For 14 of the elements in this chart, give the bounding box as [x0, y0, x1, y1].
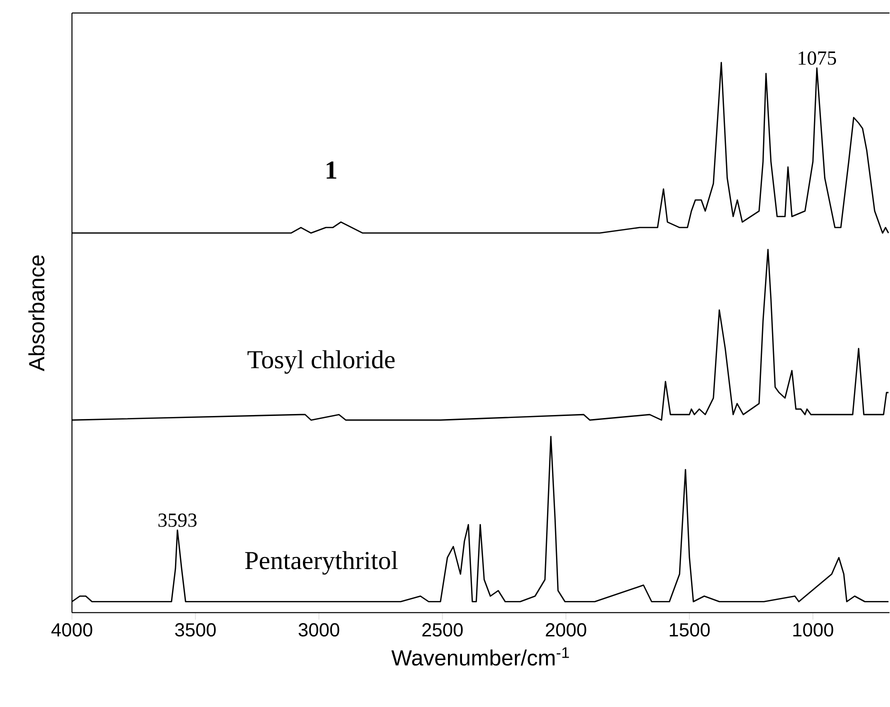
x-tick-label: 3500 — [175, 623, 216, 637]
x-tick-label: 3000 — [298, 623, 340, 637]
series-label: Tosyl chloride — [248, 350, 395, 374]
x-tick-label: 2000 — [546, 623, 586, 637]
series-label: Pentaerythritol — [245, 551, 398, 575]
x-tick-label: 2500 — [422, 623, 463, 637]
series-label: 1 — [326, 162, 336, 179]
x-axis-title: Wavenumber/cm$^{-1}$ — [391, 648, 569, 666]
annotation: 3593 — [158, 514, 197, 528]
annotation: 1075 — [798, 52, 836, 65]
x-tick-label: 1500 — [670, 623, 710, 637]
x-tick-label: 1000 — [793, 623, 834, 637]
x-tick-label: 4000 — [51, 623, 92, 637]
y-axis-title: Absorbance — [28, 256, 44, 372]
